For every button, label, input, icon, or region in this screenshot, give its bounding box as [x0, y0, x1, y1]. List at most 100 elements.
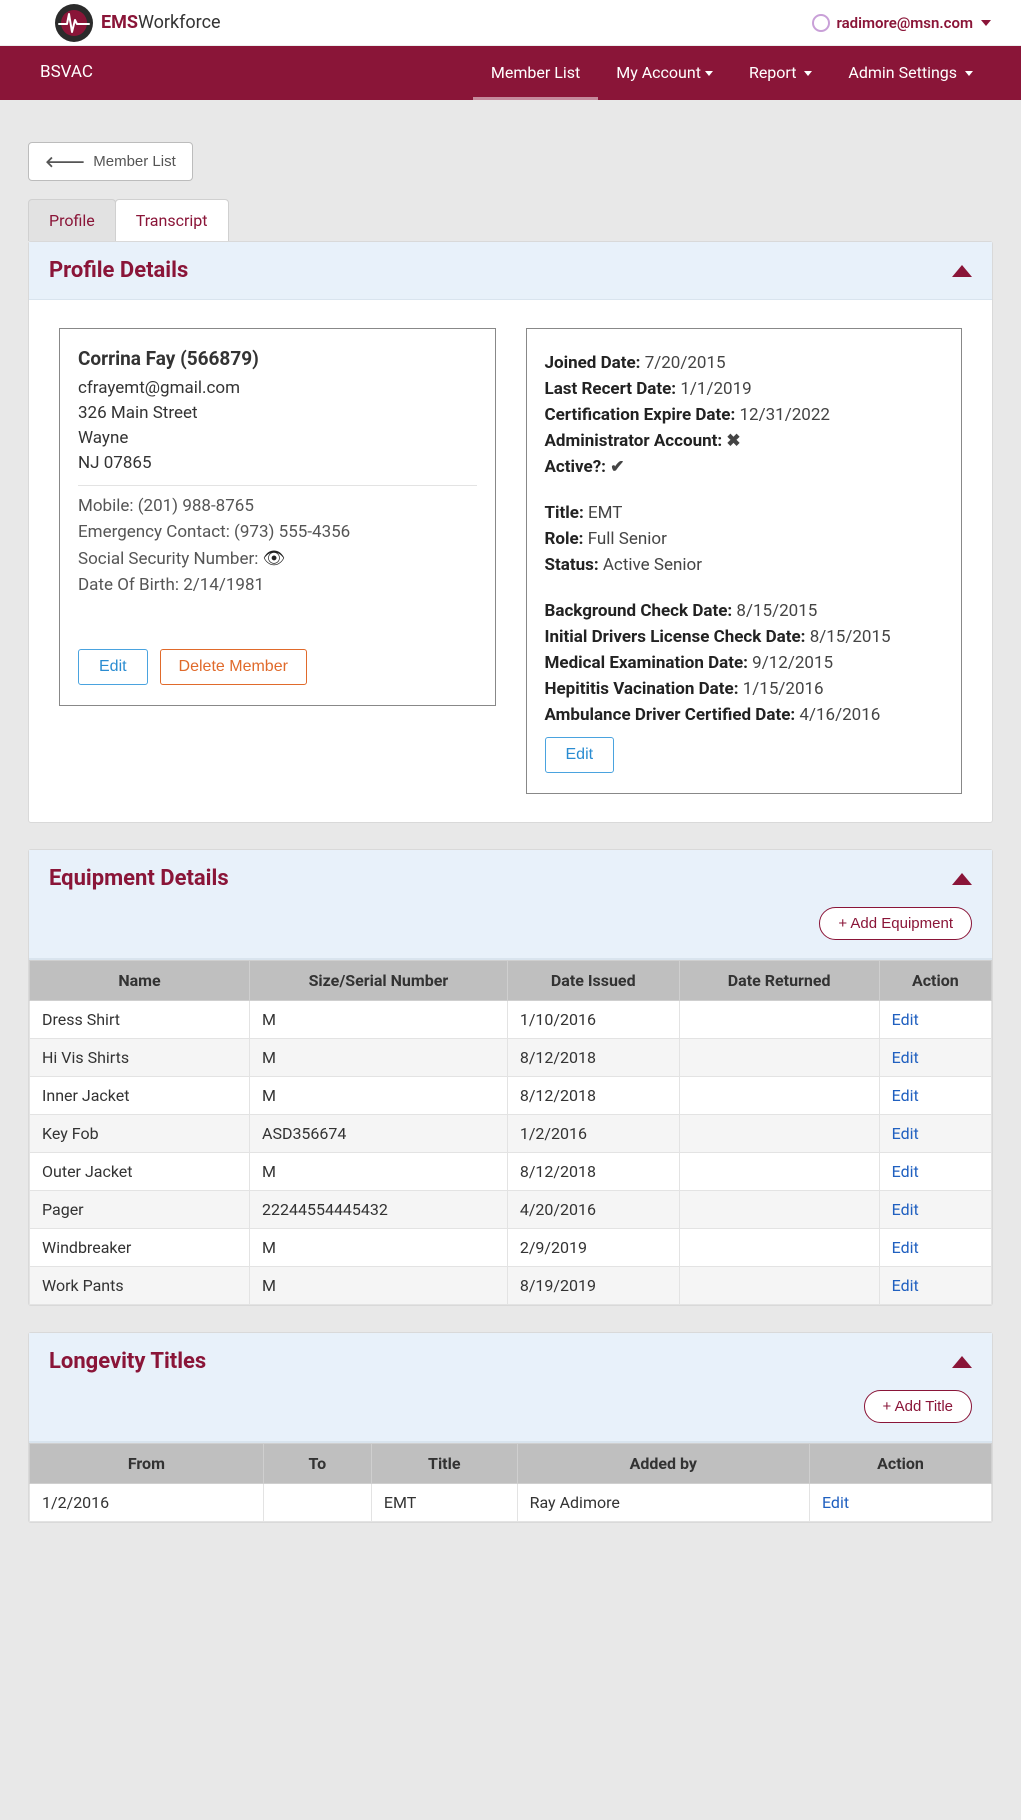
profile-panel-title: Profile Details: [49, 258, 188, 283]
cell-name: Hi Vis Shirts: [30, 1039, 250, 1077]
profile-panel: Profile Details Corrina Fay (566879) cfr…: [28, 241, 993, 823]
ssn-line: Social Security Number: 👁: [78, 548, 477, 569]
cell-name: Key Fob: [30, 1115, 250, 1153]
edit-link[interactable]: Edit: [879, 1039, 991, 1077]
cell-name: Work Pants: [30, 1267, 250, 1305]
nav-member-list[interactable]: Member List: [473, 46, 598, 99]
bg-check-date: Background Check Date: 8/15/2015: [545, 601, 944, 621]
tab-profile[interactable]: Profile: [28, 199, 116, 241]
longevity-table: From To Title Added by Action 1/2/2016EM…: [29, 1443, 992, 1522]
cell-size: ASD356674: [250, 1115, 508, 1153]
longevity-panel-title: Longevity Titles: [49, 1349, 206, 1374]
table-row: WindbreakerM2/9/2019Edit: [30, 1229, 992, 1267]
cell-returned: [679, 1191, 879, 1229]
chevron-up-icon[interactable]: [952, 265, 972, 277]
col-returned: Date Returned: [679, 961, 879, 1001]
emergency-line: Emergency Contact: (973) 555-4356: [78, 522, 477, 542]
col-size: Size/Serial Number: [250, 961, 508, 1001]
cell-name: Windbreaker: [30, 1229, 250, 1267]
chevron-up-icon[interactable]: [952, 1356, 972, 1368]
table-row: 1/2/2016EMTRay AdimoreEdit: [30, 1484, 992, 1522]
title-line: Title: EMT: [545, 503, 944, 523]
cell-returned: [679, 1039, 879, 1077]
nav-admin-settings[interactable]: Admin Settings: [830, 46, 991, 99]
check-icon: ✔: [610, 457, 624, 477]
table-row: Outer JacketM8/12/2018 Edit: [30, 1153, 992, 1191]
edit-details-button[interactable]: Edit: [545, 737, 615, 773]
user-menu[interactable]: radimore@msn.com: [812, 14, 991, 32]
cell-size: M: [250, 1153, 508, 1191]
col-from: From: [30, 1444, 264, 1484]
user-email: radimore@msn.com: [836, 14, 973, 32]
member-statezip: NJ 07865: [78, 453, 477, 473]
table-row: Pager222445544454324/20/2016Edit: [30, 1191, 992, 1229]
profile-panel-head: Profile Details: [29, 242, 992, 300]
cell-size: 22244554445432: [250, 1191, 508, 1229]
page-content: 🡐 Member List Profile Transcript Profile…: [0, 100, 1021, 1579]
delete-member-button[interactable]: Delete Member: [160, 649, 307, 685]
edit-link[interactable]: Edit: [809, 1484, 991, 1522]
cell-issued: 8/12/2018: [507, 1153, 679, 1191]
member-city: Wayne: [78, 428, 477, 448]
nav-my-account[interactable]: My Account: [598, 46, 731, 99]
cell-returned: [679, 1115, 879, 1153]
swirl-icon: [812, 14, 830, 32]
cell-to: [263, 1484, 371, 1522]
joined-date: Joined Date: 7/20/2015: [545, 353, 944, 373]
add-equipment-button[interactable]: + Add Equipment: [819, 907, 972, 940]
x-icon: ✖: [726, 431, 740, 451]
cell-returned: [679, 1001, 879, 1039]
cell-issued: 8/12/2018: [507, 1077, 679, 1115]
eye-icon[interactable]: 👁: [263, 548, 286, 569]
edit-link[interactable]: Edit: [879, 1229, 991, 1267]
cell-added-by: Ray Adimore: [517, 1484, 809, 1522]
cell-size: M: [250, 1039, 508, 1077]
equipment-panel: Equipment Details + Add Equipment Name S…: [28, 849, 993, 1306]
cell-issued: 8/12/2018: [507, 1039, 679, 1077]
edit-link[interactable]: Edit: [879, 1267, 991, 1305]
cell-size: M: [250, 1001, 508, 1039]
edit-contact-button[interactable]: Edit: [78, 649, 148, 685]
cell-issued: 1/2/2016: [507, 1115, 679, 1153]
col-added-by: Added by: [517, 1444, 809, 1484]
edit-link[interactable]: Edit: [879, 1115, 991, 1153]
table-row: Hi Vis ShirtsM8/12/2018 Edit: [30, 1039, 992, 1077]
cell-name: Outer Jacket: [30, 1153, 250, 1191]
logo-icon: [55, 4, 93, 42]
contact-card: Corrina Fay (566879) cfrayemt@gmail.com …: [59, 328, 496, 706]
back-button[interactable]: 🡐 Member List: [28, 142, 193, 181]
topbar: EMSWorkforce radimore@msn.com: [0, 0, 1021, 46]
cell-name: Inner Jacket: [30, 1077, 250, 1115]
profile-panel-body: Corrina Fay (566879) cfrayemt@gmail.com …: [29, 300, 992, 822]
chevron-up-icon[interactable]: [952, 873, 972, 885]
dob-line: Date Of Birth: 2/14/1981: [78, 575, 477, 595]
add-title-button[interactable]: + Add Title: [864, 1390, 972, 1423]
cell-size: M: [250, 1229, 508, 1267]
table-row: Dress ShirtM1/10/2016Edit: [30, 1001, 992, 1039]
edit-link[interactable]: Edit: [879, 1077, 991, 1115]
cell-size: M: [250, 1267, 508, 1305]
tab-transcript[interactable]: Transcript: [115, 199, 229, 241]
edit-link[interactable]: Edit: [879, 1191, 991, 1229]
med-exam-date: Medical Examination Date: 9/12/2015: [545, 653, 944, 673]
table-row: Work PantsM8/19/2019Edit: [30, 1267, 992, 1305]
edit-link[interactable]: Edit: [879, 1153, 991, 1191]
mobile-line: Mobile: (201) 988-8765: [78, 496, 477, 516]
equipment-table: Name Size/Serial Number Date Issued Date…: [29, 960, 992, 1305]
cell-size: M: [250, 1077, 508, 1115]
cell-name: Pager: [30, 1191, 250, 1229]
cell-returned: [679, 1153, 879, 1191]
tabs: Profile Transcript: [28, 199, 993, 241]
navbar: BSVAC Member List My Account Report Admi…: [0, 46, 1021, 100]
cell-returned: [679, 1229, 879, 1267]
active-flag: Active?: ✔: [545, 457, 944, 477]
cert-expire-date: Certification Expire Date: 12/31/2022: [545, 405, 944, 425]
cell-returned: [679, 1267, 879, 1305]
admin-account: Administrator Account: ✖: [545, 431, 944, 451]
col-to: To: [263, 1444, 371, 1484]
nav-report[interactable]: Report: [731, 46, 830, 99]
cell-title: EMT: [371, 1484, 517, 1522]
edit-link[interactable]: Edit: [879, 1001, 991, 1039]
logo[interactable]: EMSWorkforce: [55, 4, 221, 42]
equipment-panel-title: Equipment Details: [49, 866, 229, 891]
